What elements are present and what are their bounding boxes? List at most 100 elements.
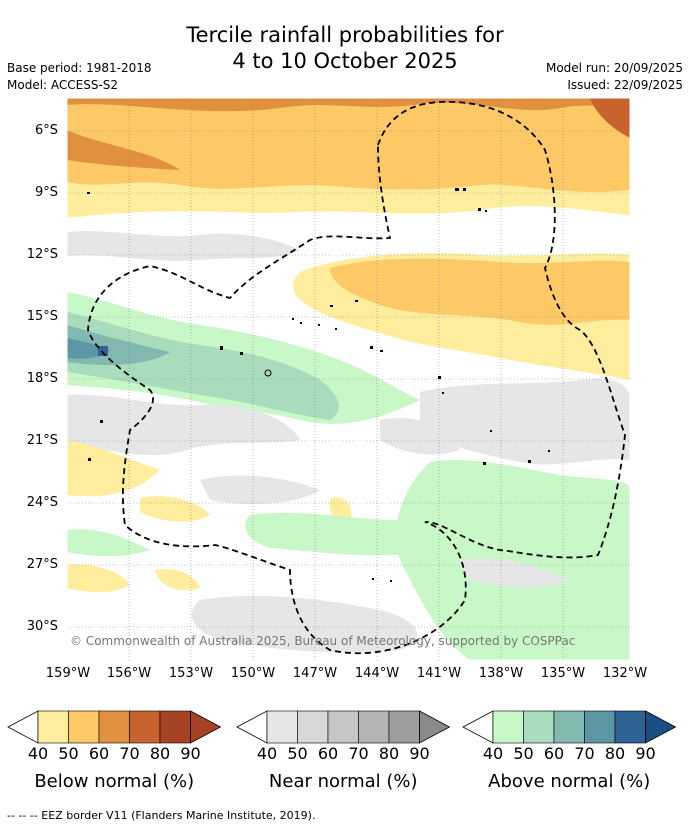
colorbar-segment bbox=[68, 710, 100, 744]
meta-right: Model run: 20/09/2025 Issued: 22/09/2025 bbox=[546, 60, 683, 94]
colorbar-tick-label: 50 bbox=[58, 744, 79, 763]
colorbar-tick-label: 60 bbox=[543, 744, 565, 763]
lon-label: 150°W bbox=[230, 666, 276, 681]
colorbar-over-triangle bbox=[419, 710, 451, 744]
above-normal-40-se bbox=[396, 459, 630, 660]
colorbar-tick-label: 80 bbox=[149, 744, 171, 763]
below-normal-40-sw bbox=[67, 440, 160, 497]
colorbar-segment bbox=[358, 710, 390, 744]
colorbar-tick-label: 60 bbox=[317, 744, 339, 763]
near-normal-40-south bbox=[200, 475, 320, 505]
colorbar-tick-label: 40 bbox=[256, 744, 278, 763]
colorbar-segment bbox=[159, 710, 191, 744]
lon-label: 132°W bbox=[602, 666, 648, 681]
lat-label: 9°S bbox=[34, 185, 58, 200]
near-normal-40-center bbox=[380, 418, 460, 455]
meta-left: Base period: 1981-2018 Model: ACCESS-S2 bbox=[7, 60, 152, 94]
colorbar-tick-label: 90 bbox=[409, 744, 430, 763]
colorbars bbox=[7, 710, 677, 744]
colorbar-title: Below normal (%) bbox=[34, 771, 195, 792]
below-normal-40-far-sw bbox=[67, 564, 130, 593]
lat-label: 21°S bbox=[26, 433, 58, 448]
colorbar-segment bbox=[266, 710, 298, 744]
copyright-notice: © Commonwealth of Australia 2025, Bureau… bbox=[70, 634, 576, 648]
below-normal-50-mid bbox=[330, 258, 630, 325]
lat-label: 27°S bbox=[26, 557, 58, 572]
colorbar-tick-label: 40 bbox=[27, 744, 49, 763]
colorbar-segment bbox=[129, 710, 161, 744]
colorbar-segment bbox=[388, 710, 420, 744]
colorbar-segment bbox=[327, 710, 359, 744]
colorbar-under-triangle bbox=[236, 710, 268, 744]
below-normal-40-south-patch bbox=[140, 496, 210, 522]
model-run: Model run: 20/09/2025 bbox=[545, 61, 683, 75]
above-normal-40-south bbox=[245, 512, 431, 556]
lon-label: 135°W bbox=[540, 666, 586, 681]
above-normal-50-band bbox=[67, 312, 339, 420]
map-frame bbox=[66, 97, 631, 661]
below-normal-60-west bbox=[67, 130, 180, 170]
lat-label: 24°S bbox=[26, 495, 58, 510]
colorbar-segment bbox=[297, 710, 329, 744]
below-normal-40-upper bbox=[67, 182, 630, 218]
colorbar-tick-label: 70 bbox=[348, 744, 369, 763]
colorbar-title: Above normal (%) bbox=[488, 771, 651, 792]
colorbar-over-triangle bbox=[190, 710, 222, 744]
below-normal-50-top bbox=[67, 98, 630, 193]
near-normal-40-se-patch bbox=[460, 558, 570, 588]
lat-label: 15°S bbox=[26, 309, 58, 324]
lat-label: 18°S bbox=[26, 371, 58, 386]
below-normal-60-top bbox=[67, 98, 630, 112]
below-normal-70-ne bbox=[590, 98, 630, 138]
colorbar-segment bbox=[37, 710, 69, 744]
lat-label: 6°S bbox=[34, 123, 58, 138]
colorbar-under-triangle bbox=[462, 710, 494, 744]
graticule bbox=[67, 98, 630, 660]
lon-label: 144°W bbox=[354, 666, 400, 681]
near-normal-40-bottom bbox=[191, 595, 418, 653]
colorbar-segment bbox=[523, 710, 555, 744]
islands bbox=[87, 188, 550, 582]
colorbar-tick-label: 60 bbox=[88, 744, 110, 763]
colorbar-segment bbox=[553, 710, 585, 744]
colorbar-segment bbox=[98, 710, 130, 744]
near-normal-40-east bbox=[420, 378, 630, 465]
colorbar-segment bbox=[584, 710, 616, 744]
lon-label: 159°W bbox=[45, 666, 91, 681]
issued-date: Issued: 22/09/2025 bbox=[567, 78, 683, 92]
colorbar-under-triangle bbox=[7, 710, 39, 744]
near-normal-40-sw bbox=[67, 394, 300, 456]
lon-label: 153°W bbox=[168, 666, 214, 681]
colorbar-tick-label: 50 bbox=[513, 744, 534, 763]
near-normal-40-upper bbox=[67, 231, 300, 261]
colorbar-tick-label: 90 bbox=[635, 744, 656, 763]
colorbar-tick-label: 70 bbox=[574, 744, 595, 763]
colorbar-tick-label: 50 bbox=[287, 744, 308, 763]
title-line-1: Tercile rainfall probabilities for bbox=[186, 23, 504, 47]
colorbar-over-triangle bbox=[645, 710, 677, 744]
base-period: Base period: 1981-2018 bbox=[7, 61, 152, 75]
lon-label: 138°W bbox=[478, 666, 524, 681]
colorbar-title: Near normal (%) bbox=[268, 771, 418, 792]
colorbar-tick-label: 80 bbox=[378, 744, 400, 763]
colorbar-segment bbox=[492, 710, 524, 744]
colorbar-tick-label: 80 bbox=[604, 744, 626, 763]
lat-label: 12°S bbox=[26, 247, 58, 262]
lon-label: 147°W bbox=[292, 666, 338, 681]
colorbar-segment bbox=[614, 710, 646, 744]
colorbar-tick-label: 90 bbox=[180, 744, 201, 763]
lon-label: 141°W bbox=[416, 666, 462, 681]
above-normal-40-far-sw bbox=[67, 529, 150, 557]
eez-footnote: -- -- -- EEZ border V11 (Flanders Marine… bbox=[7, 809, 316, 822]
colorbar-tick-label: 40 bbox=[482, 744, 504, 763]
lon-label: 156°W bbox=[106, 666, 152, 681]
title-line-2: 4 to 10 October 2025 bbox=[232, 49, 458, 73]
colorbar-tick-label: 70 bbox=[119, 744, 140, 763]
map-title: Tercile rainfall probabilities for 4 to … bbox=[0, 22, 690, 74]
above-normal-80-spot bbox=[98, 346, 108, 356]
below-normal-40-patch-2 bbox=[155, 568, 200, 591]
model-name: Model: ACCESS-S2 bbox=[7, 78, 119, 92]
lat-label: 30°S bbox=[26, 619, 58, 634]
eez-border bbox=[87, 100, 626, 655]
